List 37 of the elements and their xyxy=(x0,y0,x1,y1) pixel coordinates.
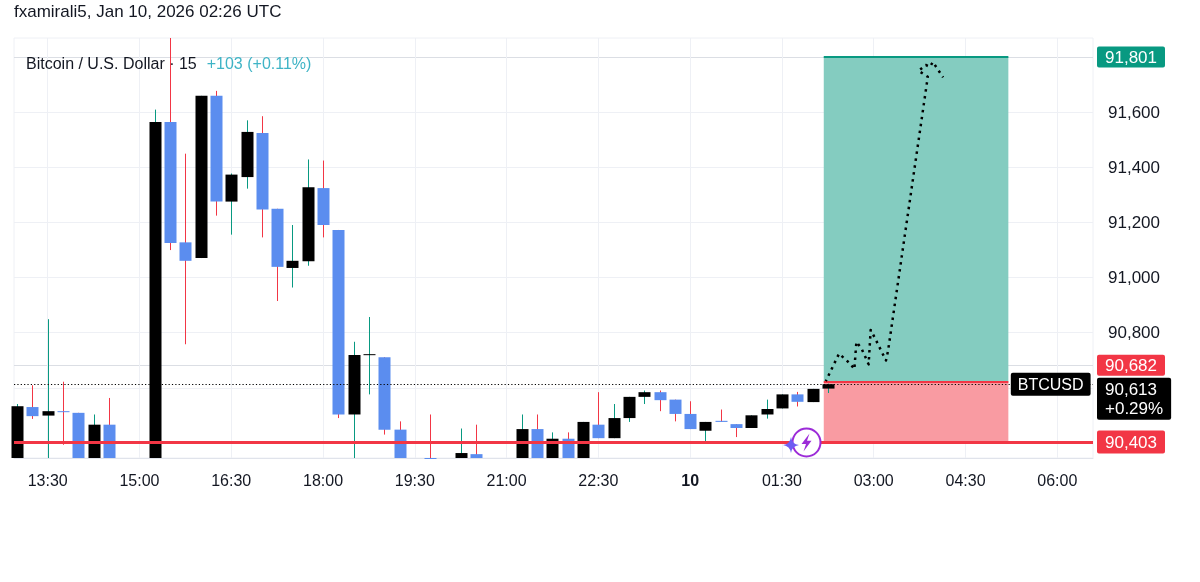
y-tick-label: 91,200 xyxy=(1108,213,1160,233)
x-tick-label: 19:30 xyxy=(394,471,435,489)
y2-tick-label: 91,801 xyxy=(1105,47,1157,67)
candlestick xyxy=(286,224,299,289)
candlestick xyxy=(761,399,774,420)
x-tick-label: 01:30 xyxy=(761,471,803,489)
annotation: BTCUSD xyxy=(1017,375,1084,393)
x-tick-label: 04:30 xyxy=(945,471,986,489)
y-tick-label: 90,800 xyxy=(1108,323,1160,343)
candlestick xyxy=(654,390,667,412)
line-series xyxy=(824,60,945,383)
ref-line-label: 90,613 +0.29% xyxy=(1105,379,1164,418)
x-tick-label: 21:00 xyxy=(486,471,527,489)
candlestick xyxy=(26,384,39,420)
x-tick-label: 06:00 xyxy=(1037,471,1078,489)
x-tick-label: 13:30 xyxy=(27,471,68,489)
y-tick-label: 91,400 xyxy=(1108,157,1160,177)
x-tick-label: 16:30 xyxy=(211,471,252,489)
text: +103 (+0.11%) xyxy=(206,54,312,72)
candlestick xyxy=(592,391,605,439)
candlestick xyxy=(684,400,697,430)
x-tick-label: 03:00 xyxy=(853,471,894,489)
text: fxamirali5, Jan 10, 2026 02:26 UTC xyxy=(14,2,282,21)
x-tick-label: 18:00 xyxy=(302,471,344,489)
candlestick xyxy=(455,428,468,459)
y2-tick-label: 90,682 xyxy=(1105,355,1157,375)
candlestick xyxy=(715,409,728,423)
candlestick xyxy=(179,153,192,345)
x-tick-label: 10 xyxy=(681,471,700,489)
candlestick xyxy=(608,403,621,439)
text: Bitcoin / U.S. Dollar · 15 xyxy=(26,54,197,72)
x-tick-label: 15:00 xyxy=(119,471,160,489)
ref-line-label: 90,403 xyxy=(1105,432,1157,452)
y-tick-label: 91,600 xyxy=(1108,102,1160,122)
x-tick-label: 22:30 xyxy=(578,471,619,489)
candlestick xyxy=(623,396,636,423)
y-tick-label: 91,000 xyxy=(1108,268,1160,288)
